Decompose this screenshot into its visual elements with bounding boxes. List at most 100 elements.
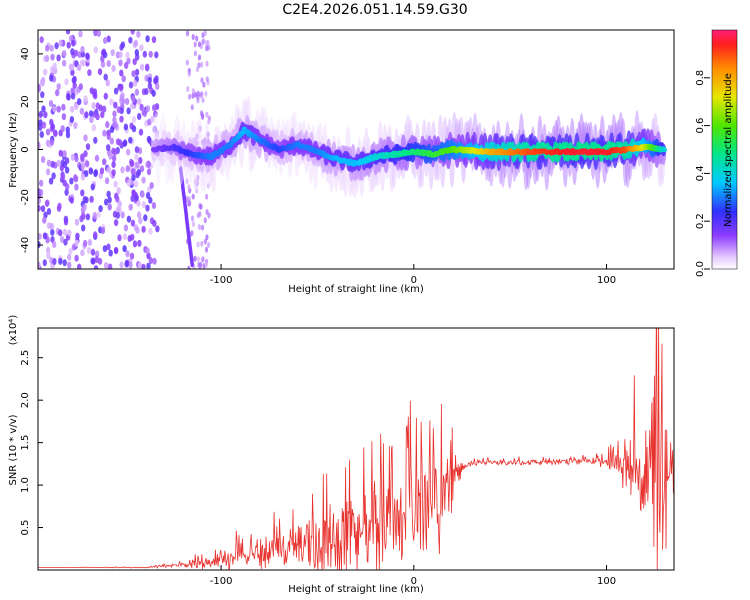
heatmap-speckle [199,203,203,210]
heatmap-speckle [197,261,201,268]
heatmap-speckle [111,169,116,177]
heatmap-speckle [198,211,202,218]
heatmap-speckle [126,215,132,223]
heatmap-speckle [45,246,51,254]
heatmap-speckle [87,69,92,77]
heatmap-speckle [133,39,139,47]
heatmap-speckle [70,87,75,95]
heatmap-speckle [62,179,67,187]
heatmap-speckle [136,30,141,38]
heatmap-speckle [130,168,135,176]
heatmap-speckle [78,30,83,38]
heatmap-speckle [96,30,101,37]
heatmap-speckle [131,125,137,133]
heatmap-speckle [193,255,197,262]
heatmap-speckle [106,144,111,152]
heatmap-speckle [191,34,195,40]
heatmap-speckle [103,73,108,81]
heatmap-speckle [201,113,205,120]
heatmap-speckle [123,62,129,69]
heatmap-speckle [100,55,105,63]
heatmap-speckle [109,137,115,145]
heatmap-speckle [200,61,204,68]
heatmap-speckle [137,113,142,120]
heatmap-speckle [89,195,94,203]
heatmap-speckle [154,51,159,59]
heatmap-speckle [127,235,132,242]
heatmap-speckle [142,110,147,117]
heatmap-speckle [75,232,80,240]
heatmap-speckle [119,261,124,269]
heatmap-speckle [64,157,70,165]
heatmap-speckle [96,211,101,219]
heatmap-speckle [145,63,150,71]
heatmap-speckle [206,182,210,189]
y-tick-label: 2.5 [20,350,31,366]
heatmap-speckle [111,161,116,168]
heatmap-speckle [121,75,126,83]
heatmap-speckle [141,201,146,208]
heatmap-speckle [132,58,137,66]
heatmap-speckle [38,83,41,91]
heatmap-speckle [111,147,116,155]
heatmap-speckle [134,161,139,169]
heatmap-speckle [132,240,138,248]
heatmap-speckle [88,167,94,175]
heatmap-speckle [101,105,107,113]
colorbar-tick-label: 0.8 [695,70,706,86]
heatmap-speckle [196,174,200,181]
heatmap-speckle [43,68,48,76]
heatmap-speckle [40,76,46,84]
heatmap-speckle [91,124,97,132]
heatmap-speckle [146,168,152,176]
heatmap-speckle [40,205,46,213]
heatmap-speckle [203,238,207,245]
heatmap-speckle [135,171,140,179]
heatmap-speckle [38,179,44,187]
heatmap-speckle [187,184,191,191]
heatmap-speckle [83,150,88,158]
snr-panel: -100 0 100 0.5 1.0 1.5 2.0 2.5 Height of strai… [8,315,675,595]
x-tick-label: 0 [411,275,417,286]
heatmap-speckle [117,200,122,208]
colorbar-gradient [711,29,738,270]
heatmap-speckle [80,46,85,53]
colorbar: 0.0 0.2 0.4 0.6 0.8 Normalized spectral ampl… [695,29,738,277]
heatmap-speckle [38,197,41,205]
heatmap-speckle [71,39,76,47]
heatmap-speckle [146,161,151,168]
heatmap-speckle [145,247,150,255]
heatmap-speckle [48,100,54,107]
heatmap-speckle [191,221,196,228]
heatmap-speckle [203,30,207,36]
x-tick-label: 100 [597,275,616,286]
heatmap-speckle [80,189,85,197]
snr-x-ticks: -100 0 100 [210,565,616,587]
heatmap-speckle [65,30,71,35]
heatmap-speckle [148,196,153,204]
heatmap-speckle [137,239,142,247]
heatmap-speckle [84,111,89,119]
heatmap-speckle [77,98,82,106]
x-tick-label: 0 [411,576,417,587]
heatmap-speckle [201,97,205,103]
heatmap-speckle [130,102,135,110]
heatmap-speckle [90,257,95,265]
heatmap-speckle [110,49,115,57]
heatmap-speckle [61,103,66,111]
x-tick-label: 100 [597,576,616,587]
heatmap-speckle [126,107,131,115]
heatmap-speckle [130,30,135,35]
heatmap-speckle [74,183,79,191]
heatmap-speckle [100,60,106,68]
heatmap-speckle [100,111,105,119]
heatmap-speckle [200,77,204,84]
heatmap-speckle [200,240,204,247]
heatmap-speckle [207,212,211,219]
heatmap-speckle [106,35,111,43]
heatmap-speckle [48,177,54,185]
heatmap-speckle [81,224,86,232]
heatmap-speckle [38,142,41,150]
heatmap-speckle [54,42,59,50]
snr-xlabel: Height of straight line (km) [288,584,424,595]
